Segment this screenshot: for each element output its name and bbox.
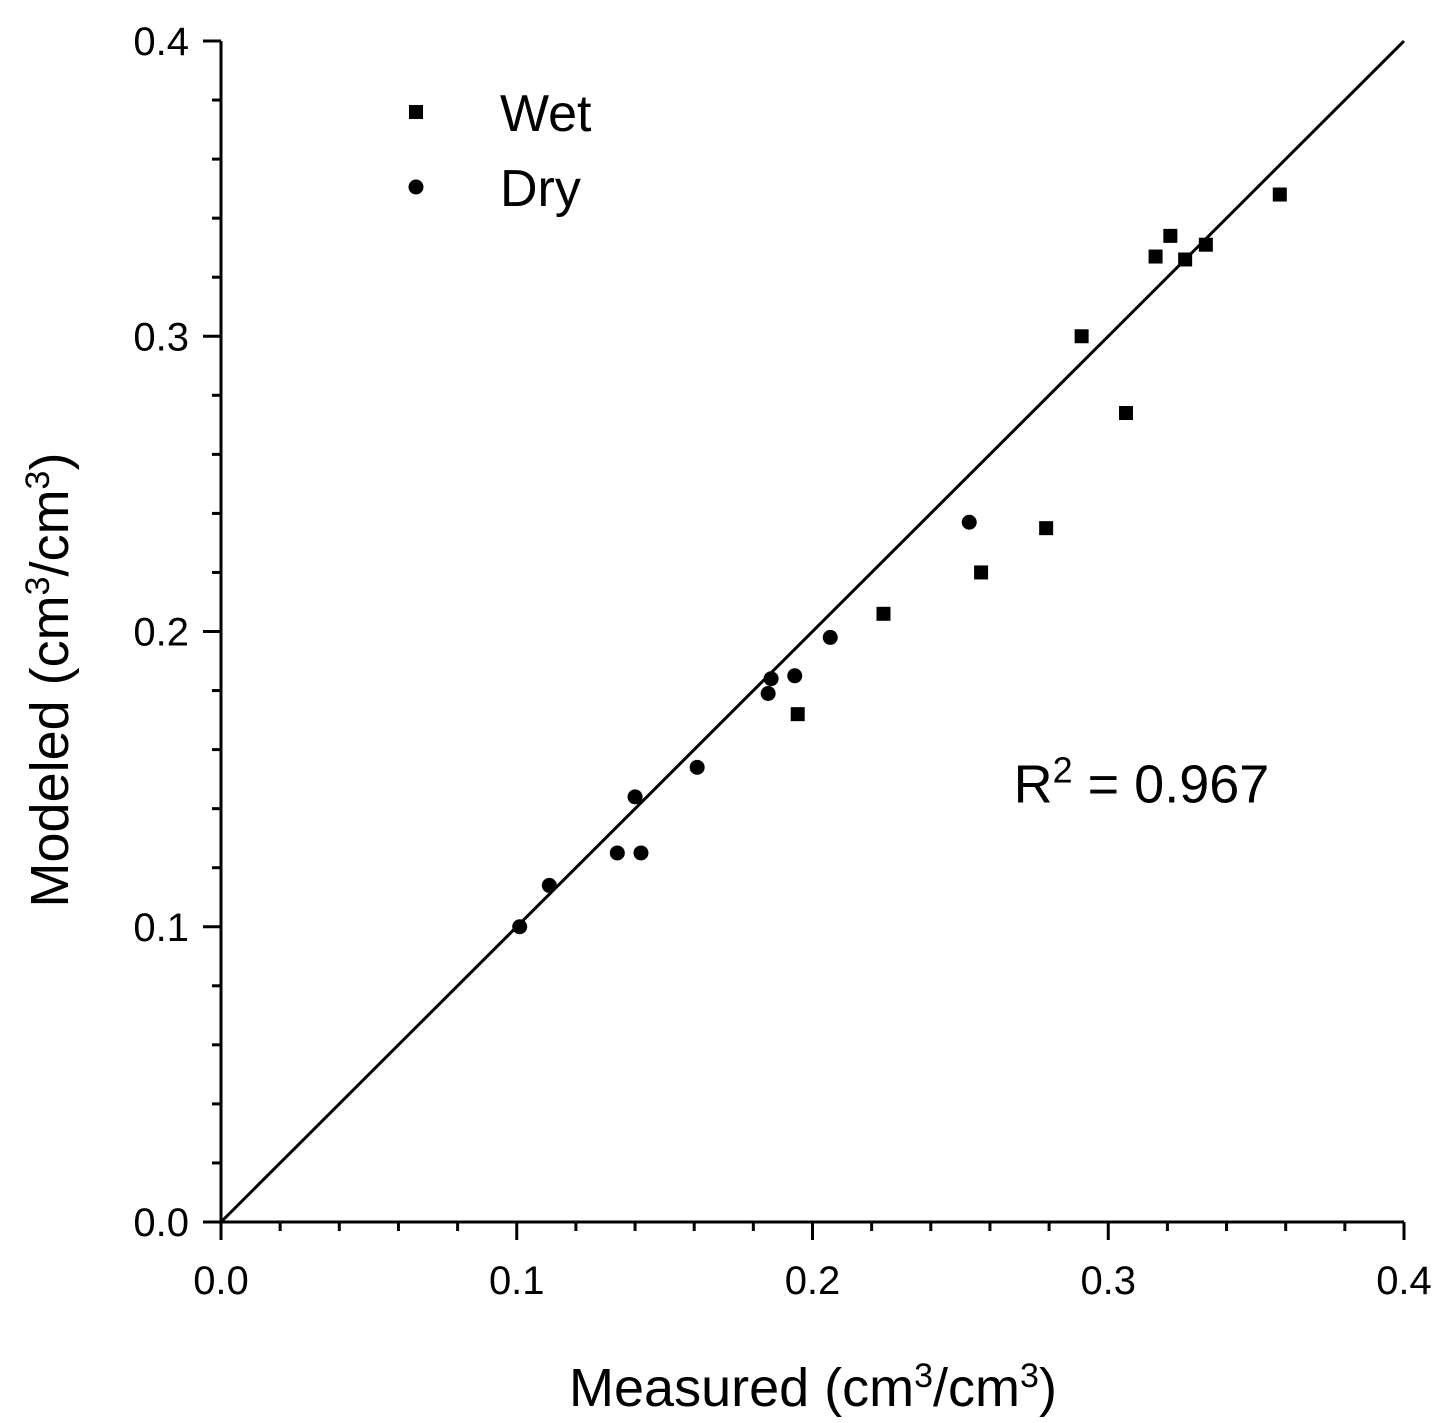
reference-line-group xyxy=(219,39,1406,1224)
wet-point xyxy=(1074,329,1089,344)
wet-point xyxy=(1198,237,1213,252)
x-tick-label: 0.2 xyxy=(785,1259,841,1303)
wet-point xyxy=(1163,228,1178,243)
wet-point xyxy=(1178,252,1193,267)
dry-point xyxy=(787,668,803,684)
y-tick-label: 0.2 xyxy=(133,611,189,655)
x-axis-title: Measured (cm3/cm3) xyxy=(569,1357,1057,1418)
wet-point xyxy=(1039,521,1054,536)
y-axis-title: Modeled (cm3/cm3) xyxy=(19,453,80,908)
legend-dry-marker xyxy=(408,179,424,195)
legend-wet-marker xyxy=(409,105,423,119)
dry-point xyxy=(822,629,838,645)
y-tick-label: 0.0 xyxy=(133,1201,189,1245)
legend: Wet Dry xyxy=(408,85,592,218)
dry-point xyxy=(512,919,528,935)
x-tick-label: 0.0 xyxy=(193,1259,249,1303)
x-tick-label: 0.1 xyxy=(489,1259,545,1303)
one-to-one-line xyxy=(219,39,1406,1224)
x-tick-label: 0.4 xyxy=(1376,1259,1432,1303)
legend-dry-label: Dry xyxy=(500,160,581,218)
major-ticks xyxy=(203,39,1406,1240)
data-points xyxy=(512,187,1287,935)
dry-point xyxy=(760,686,776,702)
wet-point xyxy=(790,707,805,722)
minor-ticks xyxy=(212,98,1347,1231)
wet-point xyxy=(1148,249,1163,264)
dry-point xyxy=(763,671,779,687)
dry-point xyxy=(689,759,705,775)
dry-point xyxy=(961,514,977,530)
wet-point xyxy=(1118,406,1133,421)
x-tick-label: 0.3 xyxy=(1080,1259,1136,1303)
wet-point xyxy=(1272,187,1287,202)
y-tick-label: 0.1 xyxy=(133,906,189,950)
tick-labels: 0.0 0.1 0.2 0.3 0.4 0.0 0.1 0.2 0.3 0.4 xyxy=(133,20,1431,1303)
dry-point xyxy=(609,845,625,861)
dry-point xyxy=(633,845,649,861)
legend-wet-label: Wet xyxy=(500,85,592,143)
wet-point xyxy=(974,565,989,580)
dry-point xyxy=(627,789,643,805)
dry-point xyxy=(541,877,557,893)
y-tick-label: 0.3 xyxy=(133,315,189,359)
wet-point xyxy=(876,606,891,621)
r-squared-annotation: R2 = 0.967 xyxy=(1014,749,1270,815)
y-tick-label: 0.4 xyxy=(133,20,189,64)
